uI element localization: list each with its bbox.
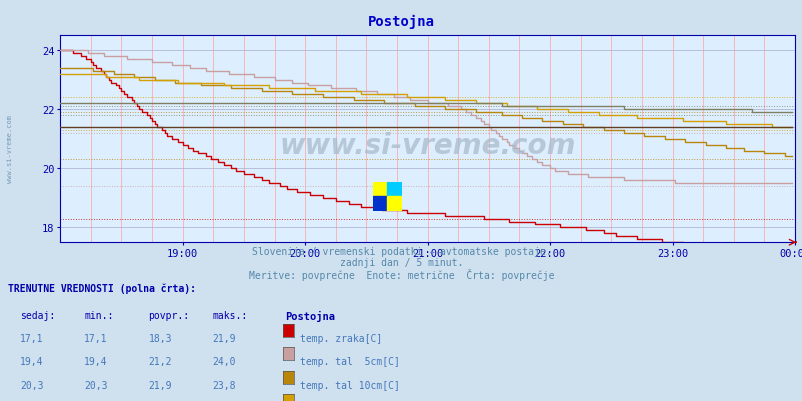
Text: 21,9: 21,9 — [148, 380, 172, 390]
Text: zadnji dan / 5 minut.: zadnji dan / 5 minut. — [339, 257, 463, 267]
Text: sedaj:: sedaj: — [20, 310, 55, 320]
Text: 21,2: 21,2 — [148, 356, 172, 367]
Text: 23,8: 23,8 — [213, 380, 236, 390]
Text: temp. zraka[C]: temp. zraka[C] — [299, 333, 381, 343]
Text: temp. tal  5cm[C]: temp. tal 5cm[C] — [299, 356, 399, 367]
Text: temp. tal 10cm[C]: temp. tal 10cm[C] — [299, 380, 399, 390]
Text: maks.:: maks.: — [213, 310, 248, 320]
Text: 18,3: 18,3 — [148, 333, 172, 343]
Text: 21,9: 21,9 — [213, 333, 236, 343]
Text: 17,1: 17,1 — [84, 333, 107, 343]
Text: Postojna: Postojna — [285, 310, 334, 321]
Text: www.si-vreme.com: www.si-vreme.com — [7, 114, 14, 182]
Text: Postojna: Postojna — [367, 15, 435, 29]
Text: 20,3: 20,3 — [20, 380, 43, 390]
Text: TRENUTNE VREDNOSTI (polna črta):: TRENUTNE VREDNOSTI (polna črta): — [8, 283, 196, 293]
Text: 17,1: 17,1 — [20, 333, 43, 343]
Text: min.:: min.: — [84, 310, 114, 320]
Text: 20,3: 20,3 — [84, 380, 107, 390]
Text: 19,4: 19,4 — [84, 356, 107, 367]
Text: Meritve: povprečne  Enote: metrične  Črta: povprečje: Meritve: povprečne Enote: metrične Črta:… — [249, 269, 553, 281]
Text: 24,0: 24,0 — [213, 356, 236, 367]
Text: 19,4: 19,4 — [20, 356, 43, 367]
Text: www.si-vreme.com: www.si-vreme.com — [279, 132, 575, 160]
Text: Slovenija / vremenski podatki - avtomatske postaje.: Slovenija / vremenski podatki - avtomats… — [251, 247, 551, 257]
Text: povpr.:: povpr.: — [148, 310, 189, 320]
